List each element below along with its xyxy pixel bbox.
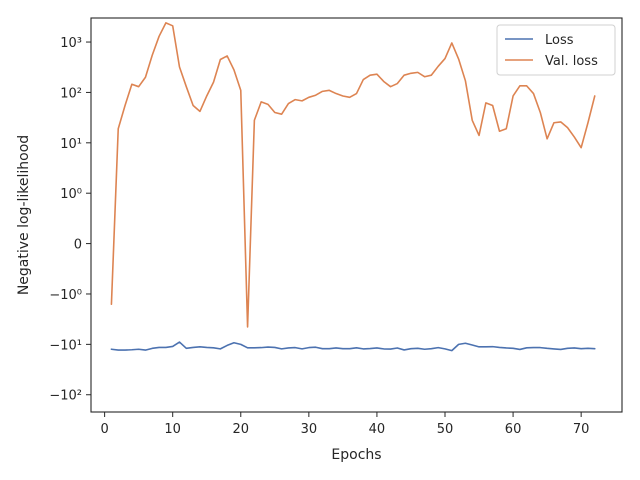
x-tick-label: 0 <box>100 422 108 437</box>
plot-frame <box>90 17 623 413</box>
y-axis: −10² −10¹ −10⁰ 0 10⁰ 10¹ 10² 10³ <box>49 36 91 404</box>
y-tick-label: 0 <box>74 238 82 253</box>
y-tick-label: 10¹ <box>60 137 82 152</box>
x-tick-label: 20 <box>232 422 249 437</box>
series-line-val-loss <box>110 22 596 328</box>
y-tick-label: −10² <box>49 389 82 404</box>
y-tick-label: 10³ <box>60 36 82 51</box>
x-tick-label: 60 <box>505 422 522 437</box>
y-tick-label: −10¹ <box>49 338 82 353</box>
series-line-loss <box>110 341 596 352</box>
x-tick-label: 50 <box>437 422 454 437</box>
x-axis-label: Epochs <box>331 447 381 463</box>
legend-box <box>496 24 616 76</box>
y-tick-label: 10² <box>60 86 82 101</box>
x-tick-label: 70 <box>573 422 590 437</box>
legend: Loss Val. loss <box>496 24 616 76</box>
y-tick-label: −10⁰ <box>49 288 82 303</box>
series-layer <box>110 22 596 352</box>
x-tick-label: 30 <box>301 422 318 437</box>
x-tick-label: 10 <box>164 422 181 437</box>
y-tick-label: 10⁰ <box>60 187 82 202</box>
legend-entry: Loss <box>545 33 574 48</box>
y-axis-label: Negative log-likelihood <box>16 135 32 295</box>
legend-entry: Val. loss <box>545 54 598 69</box>
plot-area <box>91 18 622 412</box>
x-axis: 0 10 20 30 40 50 60 70 <box>100 412 589 437</box>
x-tick-label: 40 <box>369 422 386 437</box>
